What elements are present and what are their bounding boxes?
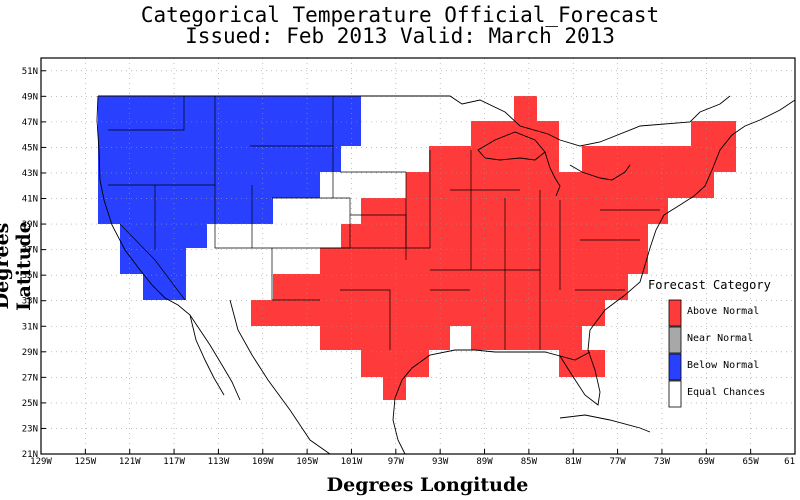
y-tick-label: 25N: [22, 399, 38, 409]
y-tick-label: 39N: [22, 220, 38, 230]
geography-outlines: [96, 95, 796, 455]
y-tick-label: 23N: [22, 424, 38, 434]
legend-swatch: [668, 380, 682, 408]
x-tick-label: 73W: [654, 457, 671, 467]
legend-swatch: [668, 299, 682, 327]
legend-label: Near Normal: [687, 333, 753, 344]
x-tick-label: 101W: [341, 457, 363, 467]
x-tick-label: 125W: [75, 457, 97, 467]
x-tick-label: 129W: [30, 457, 52, 467]
y-tick-label: 37N: [22, 246, 38, 256]
x-axis-ticks: 129W 125W 121W 117W 113W 109W 105W 101W 97W 93W 89…: [30, 449, 796, 467]
map-subtitle: Issued: Feb 2013 Valid: March 2013: [185, 24, 615, 48]
x-tick-label: 93W: [432, 457, 449, 467]
y-axis-ticks: 21N 23N 25N 27N 29N 31N 33N 35N 37N 39N 41N 43N 45N 4…: [22, 67, 46, 460]
x-tick-label: 121W: [119, 457, 141, 467]
x-tick-label: 109W: [252, 457, 274, 467]
x-axis-label: Degrees Longitude: [326, 474, 529, 496]
x-tick-label: 77W: [609, 457, 626, 467]
state-borders: [108, 96, 660, 350]
x-tick-label: 61: [784, 457, 795, 467]
x-tick-label: 105W: [296, 457, 318, 467]
x-tick-label: 69W: [698, 457, 715, 467]
y-tick-label: 43N: [22, 169, 38, 179]
y-tick-label: 41N: [22, 195, 38, 205]
legend-label: Above Normal: [687, 306, 759, 317]
x-tick-label: 89W: [476, 457, 493, 467]
x-tick-label: 65W: [743, 457, 760, 467]
y-tick-label: 29N: [22, 348, 38, 358]
y-tick-label: 27N: [22, 373, 38, 383]
y-axis-label: Degrees Latitude: [0, 221, 35, 311]
above-normal-region: [251, 96, 736, 400]
legend-label: Below Normal: [687, 360, 759, 371]
legend-swatch: [668, 353, 682, 381]
x-tick-label: 97W: [388, 457, 405, 467]
legend-title: Forecast Category: [648, 278, 771, 292]
x-tick-label: 81W: [565, 457, 582, 467]
y-tick-label: 47N: [22, 118, 38, 128]
legend-swatch: [668, 326, 682, 354]
y-tick-label: 49N: [22, 92, 38, 102]
y-tick-label: 45N: [22, 143, 38, 153]
y-tick-label: 35N: [22, 271, 38, 281]
x-tick-label: 113W: [208, 457, 230, 467]
below-normal-region: [98, 96, 361, 300]
x-tick-label: 117W: [163, 457, 185, 467]
x-tick-label: 85W: [521, 457, 538, 467]
map-title: Categorical Temperature Official_Forecas…: [140, 3, 660, 27]
y-tick-label: 31N: [22, 322, 38, 332]
legend-label: Equal Chances: [687, 387, 765, 398]
y-tick-label: 21N: [22, 450, 38, 460]
legend: Forecast Category Above Normal Near Norma…: [648, 278, 771, 408]
y-tick-label: 51N: [22, 67, 38, 77]
y-tick-label: 33N: [22, 297, 38, 307]
plot-frame: [40, 57, 796, 455]
